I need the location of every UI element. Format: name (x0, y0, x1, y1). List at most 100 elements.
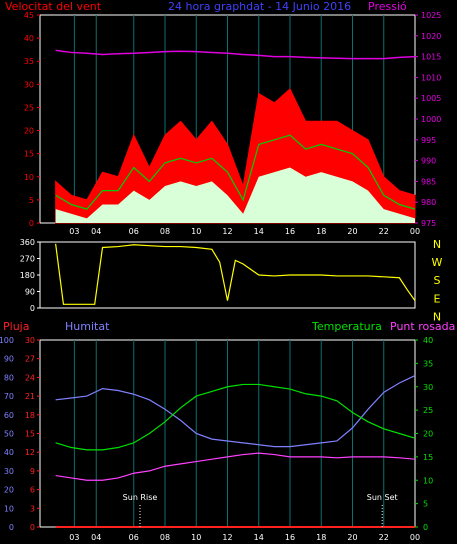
climate-x-tick-label: 06 (129, 533, 139, 542)
temp-y-tick-label: 15 (423, 453, 433, 462)
wind-y-tick-label: 25 (24, 103, 34, 112)
humidity-y-tick-label: 0 (9, 523, 14, 532)
wind-panel-ticks: 0510152025303540459759809859909951000100… (24, 11, 442, 236)
pressure-y-tick-label: 1015 (421, 53, 441, 62)
climate-x-tick-label: 10 (191, 533, 201, 542)
pressure-label: Pressió (368, 0, 407, 13)
pressure-y-tick-label: 1000 (421, 115, 441, 124)
temperature-label: Temperatura (311, 320, 382, 333)
temp-y-tick-label: 25 (423, 406, 433, 415)
wind-y-tick-label: 20 (24, 127, 34, 136)
wind-x-tick-label: 03 (69, 227, 79, 236)
wind-x-tick-label: 06 (129, 227, 139, 236)
rain-y-tick-label: 30 (25, 336, 35, 345)
rain-y-tick-label: 21 (25, 392, 35, 401)
wind-x-tick-label: 12 (222, 227, 232, 236)
direction-y-tick-label: 0 (30, 304, 35, 313)
rain-y-tick-label: 9 (30, 467, 35, 476)
direction-panel-marks (55, 243, 416, 305)
temperature-line (55, 383, 416, 451)
wind-x-tick-label: 04 (91, 227, 101, 236)
climate-x-tick-label: 18 (316, 533, 326, 542)
climate-x-tick-label: 12 (222, 533, 232, 542)
wind-y-tick-label: 15 (24, 150, 34, 159)
wind-y-tick-label: 10 (24, 173, 34, 182)
wind-x-tick-label: 08 (160, 227, 170, 236)
pressure-y-tick-label: 1010 (421, 73, 441, 82)
temp-y-tick-label: 10 (423, 476, 433, 485)
wind-x-tick-label: 20 (347, 227, 357, 236)
rain-y-tick-label: 0 (30, 523, 35, 532)
wind-x-tick-label: 14 (254, 227, 264, 236)
temp-y-tick-label: 35 (423, 359, 433, 368)
compass-label: S (434, 274, 441, 287)
rain-y-tick-label: 3 (30, 504, 35, 513)
climate-panel-marks (55, 374, 416, 528)
rain-y-tick-label: 24 (25, 373, 35, 382)
climate-x-tick-label: 20 (347, 533, 357, 542)
compass-label: N (433, 310, 441, 323)
wind-x-tick-label: 22 (379, 227, 389, 236)
rain-y-tick-label: 6 (30, 486, 35, 495)
rain-y-tick-label: 15 (25, 430, 35, 439)
climate-x-tick-label: 04 (91, 533, 101, 542)
climate-panel-grid (73, 340, 385, 527)
sunset-label: Sun Set (367, 493, 398, 502)
pressure-line (55, 49, 416, 60)
humidity-y-tick-label: 20 (4, 486, 14, 495)
direction-y-tick-label: 270 (20, 255, 35, 264)
temp-y-tick-label: 0 (423, 523, 428, 532)
humidity-y-tick-label: 40 (4, 448, 14, 457)
dewpoint-label: Punt rosada (390, 320, 455, 333)
temp-y-tick-label: 40 (423, 336, 433, 345)
chart-title: 24 hora graphdat - 14 Junio 2016 (168, 0, 351, 13)
humidity-y-tick-label: 100 (0, 336, 14, 345)
wind-y-tick-label: 0 (29, 219, 34, 228)
humidity-label: Humitat (65, 320, 110, 333)
wind-speed-label: Velocitat del vent (5, 0, 102, 13)
pressure-y-tick-label: 1020 (421, 32, 441, 41)
direction-y-tick-label: 180 (20, 271, 35, 280)
wind-y-tick-label: 45 (24, 11, 34, 20)
temp-y-tick-label: 20 (423, 430, 433, 439)
compass-label: W (432, 256, 443, 269)
humidity-y-tick-label: 70 (4, 392, 14, 401)
wind-panel-marks (55, 49, 416, 224)
pressure-y-tick-label: 995 (421, 136, 436, 145)
humidity-line (55, 374, 416, 448)
climate-panel: 0102030405060708090100036912151821242730… (0, 320, 455, 542)
rain-y-tick-label: 27 (25, 355, 35, 364)
wind-y-tick-label: 5 (29, 196, 34, 205)
wind-average-line (55, 134, 416, 210)
wind-low-area (55, 167, 415, 223)
rain-label: Pluja (3, 320, 29, 333)
pressure-y-tick-label: 1005 (421, 94, 441, 103)
wind-y-tick-label: 30 (24, 80, 34, 89)
pressure-y-tick-label: 980 (421, 198, 436, 207)
climate-x-tick-label: 22 (379, 533, 389, 542)
pressure-y-tick-label: 990 (421, 157, 436, 166)
climate-x-tick-label: 08 (160, 533, 170, 542)
humidity-y-tick-label: 30 (4, 467, 14, 476)
temp-y-tick-label: 30 (423, 383, 433, 392)
wind-direction-line (55, 243, 416, 305)
humidity-y-tick-label: 10 (4, 504, 14, 513)
wind-y-tick-label: 40 (24, 34, 34, 43)
humidity-y-tick-label: 90 (4, 355, 14, 364)
wind-x-tick-label: 10 (191, 227, 201, 236)
pressure-y-tick-label: 985 (421, 177, 436, 186)
climate-x-tick-label: 03 (69, 533, 79, 542)
compass-label: N (433, 238, 441, 251)
wind-y-tick-label: 35 (24, 57, 34, 66)
direction-y-tick-label: 90 (25, 288, 35, 297)
pressure-y-tick-label: 975 (421, 219, 436, 228)
humidity-y-tick-label: 50 (4, 430, 14, 439)
humidity-y-tick-label: 60 (4, 411, 14, 420)
climate-panel-ticks: 0102030405060708090100036912151821242730… (0, 336, 433, 542)
direction-y-tick-label: 360 (20, 238, 35, 247)
rain-y-tick-label: 12 (25, 448, 35, 457)
